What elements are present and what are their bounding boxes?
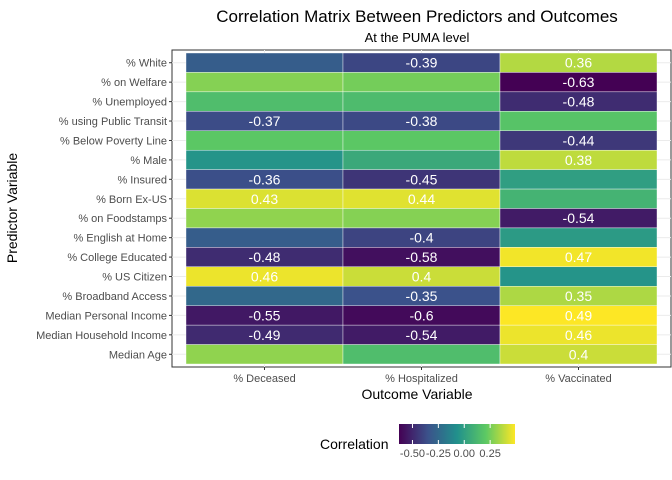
y-tick-label: % Born Ex-US — [96, 194, 167, 206]
chart-title: Correlation Matrix Between Predictors an… — [216, 7, 618, 26]
cell-value-label: 0.35 — [565, 288, 592, 304]
cell-value-label: 0.4 — [412, 269, 432, 285]
cell-value-label: -0.4 — [409, 230, 433, 246]
heatmap-cell — [185, 52, 344, 73]
cell-value-label: 0.4 — [569, 346, 589, 362]
cell-labels: -0.39 0.36 -0.63 -0.48 -0.37 -0.38 -0.44 0.38 -0… — [249, 55, 595, 363]
legend-colorbar — [399, 424, 515, 444]
x-tick-label: % Vaccinated — [545, 373, 611, 385]
heatmap-cell — [185, 130, 344, 151]
chart-subtitle: At the PUMA level — [365, 30, 470, 45]
cell-value-label: -0.55 — [249, 307, 281, 323]
legend-ticks: -0.50 -0.25 0.00 0.25 — [400, 424, 501, 460]
y-tick-label: % Male — [130, 155, 167, 167]
heatmap-cell — [185, 72, 344, 93]
legend-title: Correlation — [320, 436, 388, 452]
heatmap-cells — [185, 52, 658, 365]
heatmap-cell — [499, 111, 658, 131]
heatmap-cell — [342, 91, 501, 112]
heatmap-cell — [342, 130, 501, 151]
y-tick-label: % on Welfare — [101, 77, 167, 89]
cell-value-label: -0.54 — [406, 327, 438, 343]
heatmap-cell — [499, 188, 658, 209]
legend-tick-label: 0.25 — [479, 448, 500, 460]
cell-value-label: 0.47 — [565, 249, 592, 265]
y-tick-label: Median Age — [109, 349, 167, 361]
heatmap-cell — [185, 149, 344, 170]
y-tick-label: % English at Home — [73, 233, 167, 245]
y-tick-labels: % White % on Welfare % Unemployed % using P… — [36, 58, 172, 361]
cell-value-label: -0.54 — [563, 210, 595, 226]
x-tick-labels: % Deceased % Hospitalized % Vaccinated — [233, 367, 612, 385]
heatmap-cell — [185, 286, 344, 306]
cell-value-label: 0.44 — [408, 191, 435, 207]
heatmap-cell — [499, 169, 658, 190]
y-tick-label: % Broadband Access — [62, 291, 167, 303]
heatmap-cell — [499, 227, 658, 248]
cell-value-label: -0.45 — [406, 171, 438, 187]
cell-value-label: -0.37 — [249, 113, 281, 129]
cell-value-label: -0.63 — [563, 74, 595, 90]
cell-value-label: -0.48 — [249, 249, 281, 265]
y-tick-label: Median Household Income — [36, 330, 167, 342]
legend-tick-label: -0.25 — [426, 448, 451, 460]
y-tick-label: % Below Poverty Line — [60, 135, 167, 147]
heatmap-cell — [342, 72, 501, 93]
heatmap-cell — [499, 266, 658, 287]
y-tick-label: % US Citizen — [102, 272, 167, 284]
cell-value-label: -0.49 — [249, 327, 281, 343]
heatmap-cell — [499, 344, 658, 365]
cell-value-label: -0.44 — [563, 132, 595, 148]
heatmap-cell — [185, 91, 344, 112]
cell-value-label: -0.48 — [563, 94, 595, 110]
heatmap-cell — [185, 208, 344, 229]
cell-value-label: 0.38 — [565, 152, 592, 168]
heatmap-cell — [185, 344, 344, 365]
cell-value-label: -0.39 — [406, 55, 438, 71]
heatmap-cell — [342, 208, 501, 229]
y-tick-label: % Unemployed — [92, 97, 167, 109]
y-tick-label: Median Personal Income — [45, 310, 167, 322]
cell-value-label: -0.35 — [406, 288, 438, 304]
y-tick-label: % on Foodstamps — [78, 213, 167, 225]
cell-value-label: -0.36 — [249, 171, 281, 187]
y-axis-title: Predictor Variable — [4, 153, 20, 263]
cell-value-label: -0.6 — [409, 307, 433, 323]
legend-tick-label: -0.50 — [400, 448, 425, 460]
cell-value-label: 0.46 — [565, 327, 592, 343]
heatmap-cell — [342, 149, 501, 170]
legend-tick-label: 0.00 — [454, 448, 475, 460]
cell-value-label: -0.58 — [406, 249, 438, 265]
cell-value-label: 0.36 — [565, 55, 592, 71]
x-tick-label: % Deceased — [233, 373, 295, 385]
heatmap-cell — [342, 344, 501, 365]
y-tick-label: % College Educated — [67, 252, 167, 264]
x-axis-title: Outcome Variable — [361, 386, 472, 402]
cell-value-label: 0.46 — [251, 269, 278, 285]
cell-value-label: 0.43 — [251, 191, 278, 207]
x-tick-label: % Hospitalized — [385, 373, 458, 385]
cell-value-label: -0.38 — [406, 113, 438, 129]
cell-value-label: 0.49 — [565, 307, 592, 323]
y-tick-label: % White — [126, 58, 167, 70]
heatmap-cell — [185, 227, 344, 248]
y-tick-label: % using Public Transit — [59, 116, 167, 128]
y-tick-label: % Insured — [117, 174, 167, 186]
